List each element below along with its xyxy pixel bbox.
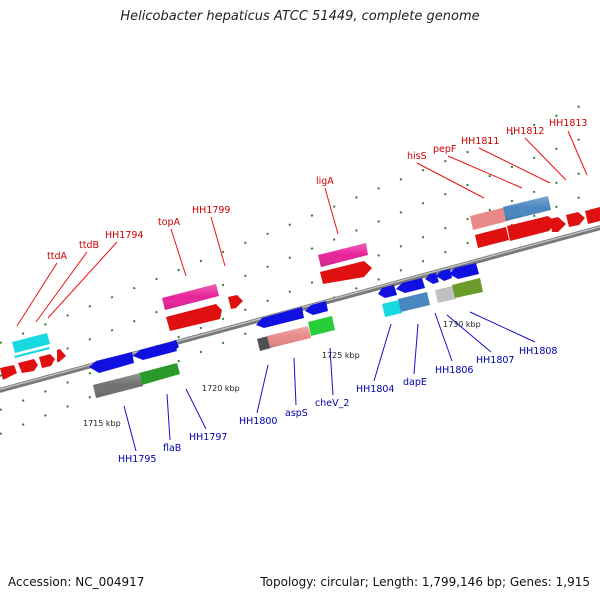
leader-ttdB (35, 251, 88, 323)
leader-HH1804 (373, 323, 392, 382)
leader-HH1811 (478, 147, 551, 184)
gene-hisS[interactable] (470, 207, 508, 230)
bottom-leaders (123, 311, 536, 452)
leader-ttdA (16, 262, 58, 327)
gene-HH1811[interactable] (475, 227, 509, 248)
gene-arrow[interactable] (436, 269, 452, 281)
label-ttdB: ttdB (79, 240, 99, 251)
gloss-flaB (93, 373, 143, 398)
gene-HH1804[interactable] (382, 300, 402, 317)
leader-cheV_2 (329, 347, 334, 396)
leader-HH1812 (524, 137, 567, 181)
leader-dapE (413, 323, 419, 375)
label-HH1794: HH1794 (105, 230, 143, 241)
leader-topA (170, 228, 187, 277)
gene-arrow[interactable] (449, 263, 479, 279)
map-title: Helicobacter hepaticus ATCC 51449, compl… (120, 9, 480, 24)
label-ttdA: ttdA (47, 251, 67, 262)
gene-ttdB[interactable] (14, 347, 50, 358)
leader-HH1808 (469, 311, 536, 343)
scale-ticks: 1715 kbp 1720 kbp 1725 kbp 1730 kbp (83, 320, 481, 428)
leader-HH1813 (567, 130, 588, 176)
leader-flaB (166, 393, 171, 441)
bottom-gene-labels: HH1795 flaB HH1797 HH1800 aspS cheV_2 HH… (118, 346, 557, 465)
gene-arrow[interactable] (378, 285, 397, 298)
gene-ttdA[interactable] (12, 333, 50, 353)
label-cheV_2: cheV_2 (315, 398, 349, 409)
scale-label-1715: 1715 kbp (83, 419, 121, 428)
gene-HH1799[interactable] (166, 304, 222, 331)
leader-HH1797 (185, 388, 207, 430)
gene-arrow[interactable] (57, 349, 66, 362)
leader-HH1807 (446, 314, 492, 353)
label-HH1807: HH1807 (476, 355, 514, 366)
accession-text: Accession: NC_004917 (8, 575, 145, 589)
label-hisS: hisS (407, 151, 427, 162)
leader-HH1799 (210, 216, 226, 267)
gene-arrow[interactable] (39, 354, 55, 368)
gene-arrow[interactable] (133, 341, 177, 360)
label-ligA: ligA (316, 176, 334, 187)
genome-summary-text: Topology: circular; Length: 1,799,146 bp… (260, 575, 590, 589)
label-HH1813: HH1813 (549, 118, 587, 129)
leader-HH1806 (434, 312, 453, 362)
scale-label-1730: 1730 kbp (443, 320, 481, 329)
gene-arrow[interactable] (425, 273, 439, 284)
gene-arrow[interactable] (0, 365, 17, 380)
label-HH1797: HH1797 (189, 432, 227, 443)
gloss-topA (162, 284, 219, 310)
label-HH1808: HH1808 (519, 346, 557, 357)
top-leaders (16, 130, 588, 327)
label-dapE: dapE (403, 377, 427, 388)
leader-hisS (416, 162, 485, 199)
gene-arrow[interactable] (550, 217, 566, 232)
gene-arrow[interactable] (18, 359, 38, 373)
gene-arrow[interactable] (396, 278, 425, 293)
bottom-guide-inner (0, 164, 600, 411)
leader-pepF (447, 155, 523, 189)
gene-HH1800[interactable] (257, 336, 271, 351)
label-HH1799: HH1799 (192, 205, 230, 216)
label-aspS: aspS (285, 408, 308, 419)
leader-HH1794 (47, 241, 118, 319)
leader-HH1800 (256, 364, 269, 414)
gene-arrow[interactable] (585, 207, 600, 224)
gene-arrow[interactable] (173, 340, 179, 350)
gene-cheV_2[interactable] (308, 316, 335, 336)
gene-HH1812[interactable] (507, 216, 556, 241)
scale-label-1720: 1720 kbp (202, 384, 240, 393)
gene-arrow[interactable] (256, 307, 304, 328)
gene-arrow[interactable] (320, 261, 372, 284)
top-gene-labels: ttdA ttdB HH1794 topA HH1799 ligA hisS p… (47, 118, 587, 262)
label-HH1811: HH1811 (461, 136, 499, 147)
label-HH1806: HH1806 (435, 365, 473, 376)
gene-arrow[interactable] (228, 295, 243, 309)
gene-HH1795[interactable] (89, 352, 134, 373)
gene-HH1813[interactable] (566, 212, 585, 227)
gloss-ligA (318, 243, 368, 267)
gene-arrow[interactable] (305, 301, 328, 315)
label-HH1804: HH1804 (356, 384, 394, 395)
label-HH1800: HH1800 (239, 416, 277, 427)
gene-HH1797[interactable] (139, 363, 180, 385)
label-topA: topA (158, 217, 181, 228)
leader-HH1795 (123, 405, 137, 452)
scale-label-1725: 1725 kbp (322, 351, 360, 360)
label-pepF: pepF (433, 144, 456, 155)
leader-aspS (293, 357, 297, 406)
label-HH1795: HH1795 (118, 454, 156, 465)
track-guides (0, 97, 600, 435)
label-flaB: flaB (163, 443, 181, 454)
gloss-pepF (503, 196, 551, 221)
gene-HH1807[interactable] (452, 278, 483, 298)
label-HH1812: HH1812 (506, 126, 544, 137)
leader-ligA (324, 187, 339, 235)
gene-dapE[interactable] (398, 292, 430, 312)
gene-HH1806[interactable] (435, 286, 456, 303)
gloss-aspS (267, 326, 311, 348)
gene-gloss (93, 196, 551, 398)
